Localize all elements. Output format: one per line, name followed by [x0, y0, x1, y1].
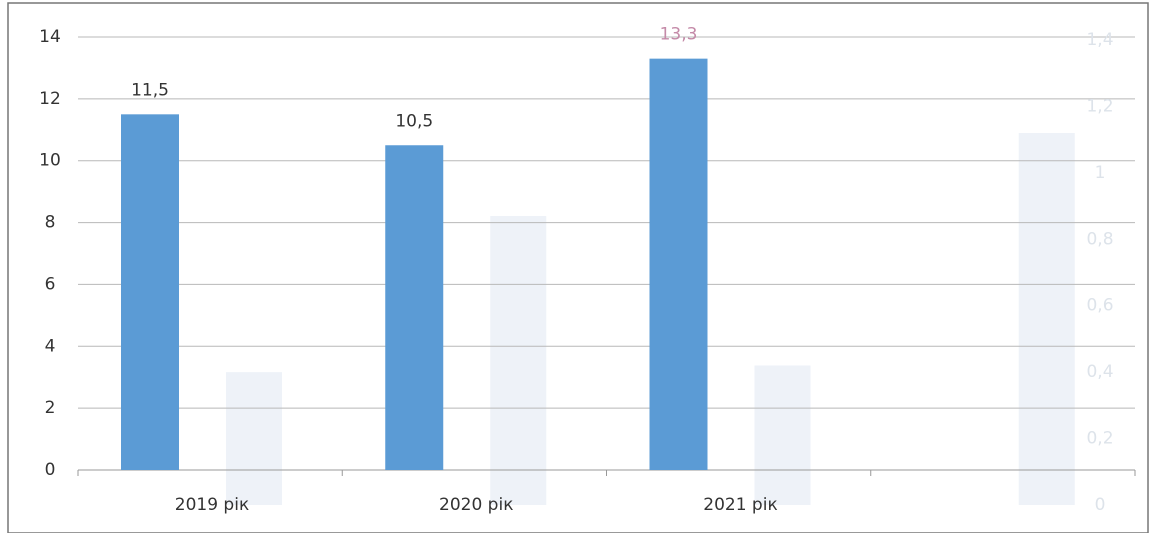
bar [385, 145, 444, 470]
x-tick-label: 2021 рік [703, 495, 777, 515]
y2-tick-label: 1,2 [1086, 96, 1113, 116]
y2-tick-label: 1 [1095, 163, 1106, 183]
value-label: 13,3 [660, 25, 698, 45]
x-tick-label: 2020 рік [439, 495, 513, 515]
y-tick-label: 10 [39, 151, 61, 171]
secondary-bar [754, 365, 811, 505]
y-tick-label: 8 [45, 213, 56, 233]
secondary-bar [1018, 133, 1075, 505]
y2-tick-label: 0,6 [1086, 296, 1113, 316]
secondary-bar [226, 372, 282, 505]
y2-tick-label: 1,4 [1086, 30, 1113, 50]
bar [649, 58, 708, 471]
y-tick-label: 12 [39, 89, 61, 109]
secondary-bar [490, 216, 547, 506]
value-label: 11,5 [131, 80, 169, 100]
y2-tick-label: 0,4 [1086, 362, 1113, 382]
y-tick-label: 14 [39, 27, 61, 47]
bar [121, 114, 179, 471]
x-tick-label: 2019 рік [175, 495, 249, 515]
y2-tick-label: 0,2 [1086, 429, 1113, 449]
chart-frame [7, 2, 1149, 533]
y-tick-label: 4 [45, 336, 56, 356]
y-tick-label: 2 [45, 398, 56, 418]
y2-tick-label: 0,8 [1086, 229, 1113, 249]
y-tick-label: 6 [45, 274, 56, 294]
y-tick-label: 0 [45, 460, 56, 480]
value-label: 10,5 [395, 111, 433, 131]
y2-tick-label: 0 [1095, 495, 1106, 515]
